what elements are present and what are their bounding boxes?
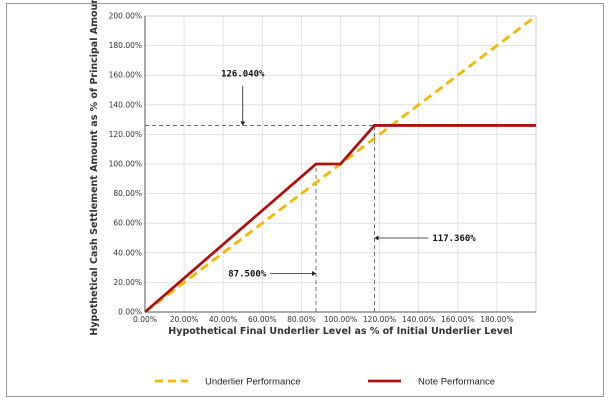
y-tick-label: 20.00% [113,278,142,287]
annotation-label: 126.040% [221,70,265,80]
legend: Underlier Performance Note Performance [155,377,495,388]
legend-item: Underlier Performance [155,377,301,388]
annotation: 87.500% [228,270,317,280]
y-tick-label: 140.00% [109,100,142,109]
legend-label: Underlier Performance [205,377,301,388]
x-tick-label: 180.00% [480,315,513,324]
x-tick-label: 60.00% [248,315,277,324]
chart-frame [6,3,604,397]
y-tick-label: 80.00% [113,189,142,198]
annotation-label: 87.500% [228,270,267,280]
axes [144,16,536,313]
y-axis-label: Hypothetical Cash Settlement Amount as %… [89,0,100,336]
series-line-note-performance [144,124,536,314]
reference-lines [145,125,375,312]
annotation-arrowhead [374,235,379,241]
y-tick-label: 160.00% [109,71,142,80]
y-tick-label: 120.00% [109,130,142,139]
legend-item: Note Performance [368,377,495,388]
y-tick-label: 0.00% [118,308,142,317]
annotations: 126.040% 117.360% 87.500% [221,70,476,280]
x-tick-label: 20.00% [170,315,199,324]
x-tick-label: 0.00% [133,315,157,324]
x-axis-label: Hypothetical Final Underlier Level as % … [168,326,512,337]
y-tick-label: 40.00% [113,248,142,257]
series-lines [144,14,537,314]
annotation-arrowhead [240,121,246,126]
x-tick-label: 80.00% [287,315,316,324]
x-tick-label: 40.00% [209,315,238,324]
x-tick-label: 140.00% [402,315,435,324]
annotation: 126.040% [221,70,265,126]
x-tick-label: 120.00% [363,315,396,324]
annotation: 117.360% [374,234,476,244]
y-tick-label: 60.00% [113,219,142,228]
legend-label: Note Performance [418,377,495,388]
x-tick-label: 100.00% [324,315,357,324]
y-tick-label: 200.00% [109,12,142,21]
annotation-label: 117.360% [432,234,476,244]
x-tick-label: 160.00% [441,315,474,324]
y-tick-label: 100.00% [109,160,142,169]
tick-labels: 0.00% 20.00% 40.00% 60.00% 80.00% 100.00% 120.… [109,12,514,325]
y-tick-label: 180.00% [109,41,142,50]
annotation-arrowhead [312,271,317,277]
